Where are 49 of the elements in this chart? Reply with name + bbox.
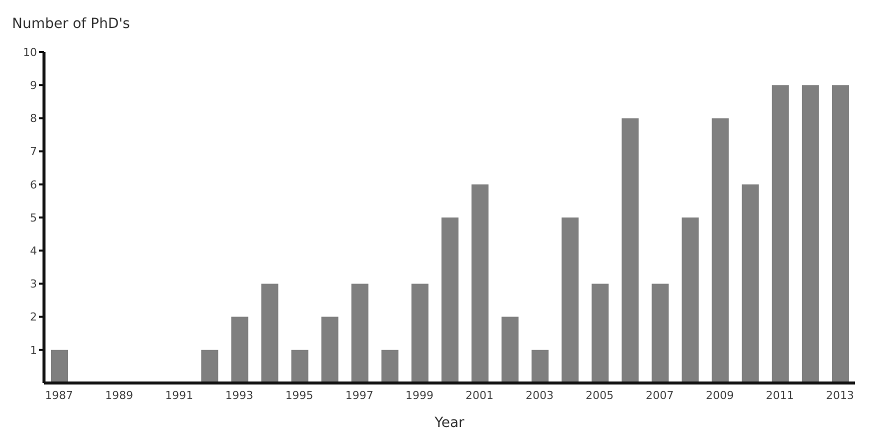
x-tick-label: 1997 (345, 388, 374, 402)
bar (411, 284, 428, 383)
bar (351, 284, 368, 383)
x-tick-label: 1995 (285, 388, 314, 402)
bar (592, 284, 609, 383)
y-tick-label: 10 (23, 46, 37, 59)
y-tick-label: 3 (30, 278, 37, 291)
bar (532, 350, 549, 383)
x-tick-label: 2013 (826, 388, 854, 402)
bar (742, 184, 759, 383)
bar (51, 350, 68, 383)
bar (231, 316, 248, 383)
bar (201, 350, 218, 383)
bar (682, 218, 699, 383)
x-tick-label: 2003 (526, 388, 554, 402)
x-tick-label: 1987 (45, 388, 74, 402)
bar (712, 118, 729, 383)
x-tick-label: 1999 (405, 388, 434, 402)
x-tick-label: 1991 (165, 388, 194, 402)
bar (261, 284, 278, 383)
bar (772, 85, 789, 383)
y-axis-title: Number of PhD's (12, 16, 130, 32)
y-tick-label: 9 (30, 79, 37, 92)
bar (472, 184, 489, 383)
x-tick-label: 1993 (225, 388, 254, 402)
x-tick-label: 1989 (105, 388, 134, 402)
bar (381, 350, 398, 383)
bar (802, 85, 819, 383)
y-tick-label: 5 (30, 211, 37, 224)
bar (321, 316, 338, 383)
y-tick-label: 7 (30, 145, 37, 158)
x-axis-title: Year (434, 415, 465, 431)
y-tick-label: 6 (30, 178, 37, 192)
bar (832, 85, 849, 383)
x-tick-label: 2009 (706, 388, 734, 402)
bar (622, 118, 639, 383)
bar (562, 218, 579, 383)
y-tick-label: 2 (30, 310, 37, 324)
bar (652, 284, 669, 383)
y-tick-label: 8 (30, 112, 37, 126)
x-tick-label: 2011 (766, 388, 794, 402)
y-tick-label: 1 (30, 344, 37, 357)
bar (291, 350, 308, 383)
bar (441, 218, 458, 383)
x-tick-label: 2001 (466, 388, 494, 402)
y-tick-label: 4 (30, 244, 37, 258)
x-tick-label: 2007 (646, 388, 674, 402)
x-tick-label: 2005 (586, 388, 614, 402)
bar (502, 316, 519, 383)
